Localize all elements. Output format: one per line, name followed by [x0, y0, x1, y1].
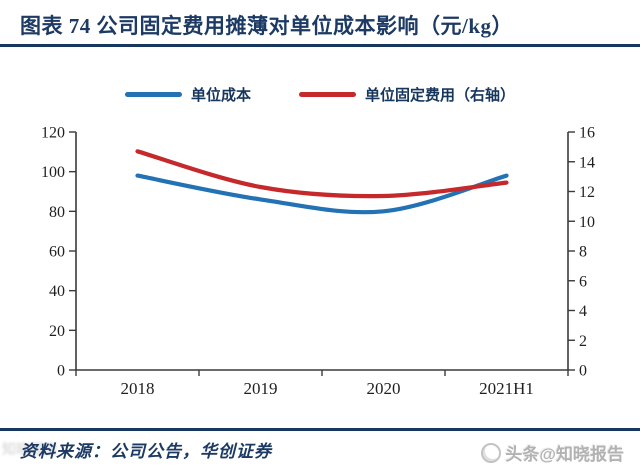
title-divider [0, 44, 640, 47]
left-axis-tick-label: 120 [41, 125, 65, 142]
right-axis-tick-label: 8 [579, 244, 587, 261]
legend: 单位成本 单位固定费用（右轴） [0, 84, 640, 105]
legend-swatch-unit-fixed-cost [299, 92, 356, 97]
legend-label-unit-fixed-cost: 单位固定费用（右轴） [365, 88, 516, 104]
left-axis-tick-label: 40 [49, 283, 65, 300]
left-axis-tick-label: 60 [49, 244, 65, 261]
dual-axis-line-chart: 0 20 40 60 80 100 120 0 2 4 6 8 10 12 14 16 2018 2019 2020… [41, 125, 595, 399]
left-axis-tick-label: 20 [49, 323, 65, 340]
watermark-right-text: 头条@知晓报告 [505, 445, 624, 464]
left-axis-tick-label: 0 [57, 363, 65, 380]
axis-frame [75, 132, 569, 371]
x-axis-category-label: 2019 [244, 379, 278, 398]
right-axis-tick-label: 4 [579, 303, 587, 320]
right-axis-tick-label: 16 [579, 125, 595, 142]
watermark-left: 知晓报告 [2, 441, 58, 457]
x-axis-category-label: 2021H1 [479, 379, 534, 398]
watermark-logo-icon [481, 442, 502, 463]
source-note: 资料来源：公司公告，华创证券 [20, 442, 272, 461]
left-axis-tick-label: 100 [41, 164, 65, 181]
legend-swatch-unit-cost [124, 92, 182, 97]
chart-area: 0 20 40 60 80 100 120 0 2 4 6 8 10 12 14 16 2018 2019 2020… [0, 112, 640, 412]
chart-title: 图表 74 公司固定费用摊薄对单位成本影响（元/kg） [20, 14, 514, 38]
footer-divider [0, 428, 640, 431]
series-line-0 [135, 173, 509, 215]
left-axis-tick-label: 80 [49, 204, 65, 221]
right-axis-tick-label: 2 [579, 333, 587, 350]
right-axis-tick-label: 12 [579, 184, 595, 201]
right-axis-tick-label: 0 [579, 363, 587, 380]
right-axis-tick-label: 6 [579, 273, 587, 290]
legend-label-unit-cost: 单位成本 [190, 88, 251, 104]
x-axis-category-label: 2020 [367, 379, 401, 398]
right-axis-tick-label: 10 [579, 214, 595, 231]
x-axis-category-label: 2018 [121, 379, 155, 398]
right-axis-tick-label: 14 [579, 154, 595, 171]
watermark-right: 头条@知晓报告 [481, 440, 624, 465]
series-line-1 [135, 149, 509, 199]
